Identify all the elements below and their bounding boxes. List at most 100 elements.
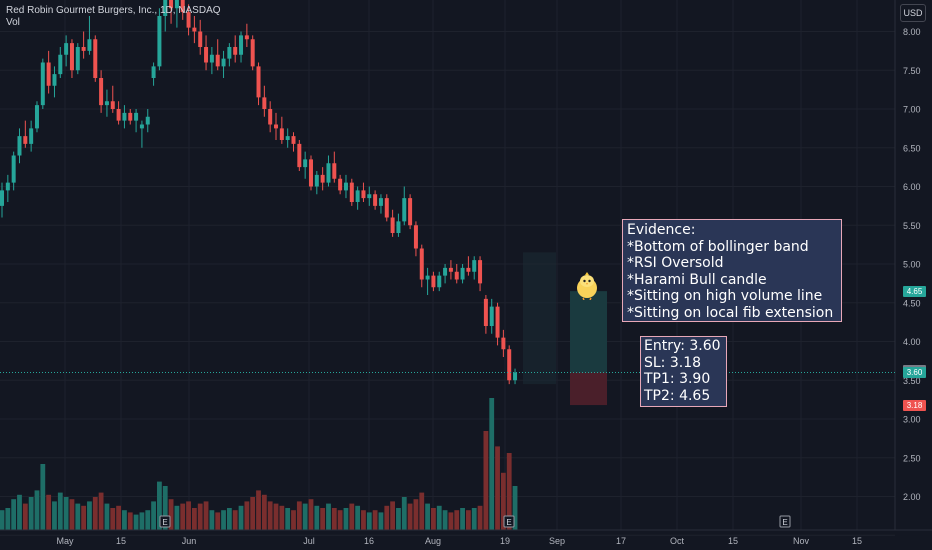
candle-body [244, 35, 249, 40]
volume-bar [326, 503, 331, 530]
volume-bar [279, 505, 285, 530]
volume-bar [151, 501, 156, 530]
y-tick-label: 7.00 [903, 105, 921, 115]
chart-header: Red Robin Gourmet Burgers, Inc., 1D, NAS… [6, 5, 221, 28]
volume-bar [285, 508, 291, 530]
candle-body [355, 190, 360, 202]
volume-bar [296, 501, 302, 530]
y-tick-label: 3.50 [903, 376, 921, 386]
candle-body [0, 190, 4, 206]
price-axis[interactable]: 2.00 2.50 3.00 3.50 4.00 4.50 5.00 5.50 6.00 6.50… [903, 27, 921, 502]
stop-zone [570, 372, 607, 406]
y-tick-label: 5.50 [903, 221, 921, 231]
volume-bar [291, 510, 296, 530]
candle-body [501, 337, 506, 350]
volume-bar [127, 512, 133, 530]
candle-body [314, 174, 319, 187]
volume-bar [28, 497, 34, 530]
volume-bar [331, 508, 337, 530]
volume-bar [500, 472, 506, 530]
candle-body [23, 136, 28, 144]
candle-body [81, 47, 86, 51]
volume-bar [203, 501, 209, 530]
volume-bar [372, 510, 378, 530]
volume-bar [390, 501, 396, 530]
volume-bar [0, 510, 5, 530]
evidence-line: *Bottom of bollinger band [627, 238, 809, 255]
volume-label: Vol [6, 17, 20, 28]
volume-bar [442, 510, 448, 530]
volume-bar [110, 508, 116, 530]
candle-body [174, 0, 179, 9]
volume-bar [215, 512, 221, 530]
candle-body [221, 58, 226, 67]
y-tick-label: 6.00 [903, 182, 921, 192]
currency-button[interactable]: USD [900, 4, 926, 22]
candle-body [384, 198, 389, 218]
price-tag: 4.65 [903, 285, 926, 297]
highlight-zone [523, 252, 556, 385]
take-profit-1-text: TP1: 3.90 [644, 371, 711, 387]
volume-bar [168, 499, 174, 530]
candle-body [209, 54, 214, 63]
candle-body [513, 372, 518, 381]
y-tick-label: 3.00 [903, 415, 921, 425]
volume-bar [413, 499, 419, 530]
volume-bar [191, 508, 197, 530]
candle-body [268, 109, 273, 125]
candle-body [104, 101, 109, 106]
earnings-marker [503, 515, 515, 528]
volume-bar [489, 398, 495, 530]
candle-body [87, 39, 92, 51]
candle-body [361, 190, 366, 199]
volume-bar [75, 503, 81, 530]
volume-bar [157, 481, 162, 530]
candle-body [75, 47, 80, 71]
x-tick-label: 17 [616, 536, 626, 546]
volume-bar [81, 505, 87, 530]
candle-body [297, 143, 302, 168]
candle-body [29, 128, 34, 144]
candle-body [466, 267, 471, 272]
candle-body [204, 47, 209, 63]
volume-bar [495, 446, 500, 530]
chick-sticker [577, 272, 597, 300]
trade-plan-note[interactable]: Entry: 3.60 SL: 3.18 TP1: 3.90 TP2: 4.65 [640, 336, 727, 407]
evidence-line: *Sitting on local fib extension [627, 304, 834, 321]
candle-body [128, 112, 133, 121]
candle-body [478, 260, 483, 284]
candle-body [17, 136, 22, 156]
volume-bar [244, 501, 250, 530]
candle-body [390, 217, 395, 233]
candle-body [250, 39, 255, 67]
candle-body [134, 112, 139, 121]
volume-bar [320, 508, 326, 530]
volume-bar [180, 503, 186, 530]
candle-body [303, 159, 308, 168]
candle-body [291, 136, 296, 144]
candle-body [58, 54, 63, 75]
candle-body [489, 306, 494, 326]
volume-bar [477, 505, 483, 530]
y-tick-label: 4.50 [903, 298, 921, 308]
evidence-note[interactable]: Evidence: *Bottom of bollinger band *RSI… [622, 219, 842, 322]
volume-bar [471, 508, 477, 530]
volume-bar [139, 512, 145, 530]
evidence-line: *Sitting on high volume line [627, 288, 823, 304]
price-tag: 3.18 [903, 399, 926, 411]
candle-body [448, 267, 453, 272]
volume-bar [401, 497, 407, 530]
x-tick-label: 15 [728, 536, 738, 546]
y-tick-label: 4.00 [903, 337, 921, 347]
volume-bar [40, 464, 46, 530]
candle-body [279, 128, 284, 140]
candle-body [151, 66, 156, 78]
earnings-marker [779, 515, 791, 528]
x-tick-label: Jun [182, 536, 197, 546]
volume-bar [454, 510, 460, 530]
candle-body [507, 349, 512, 381]
volume-bar [238, 505, 244, 530]
volume-bar [431, 508, 436, 530]
